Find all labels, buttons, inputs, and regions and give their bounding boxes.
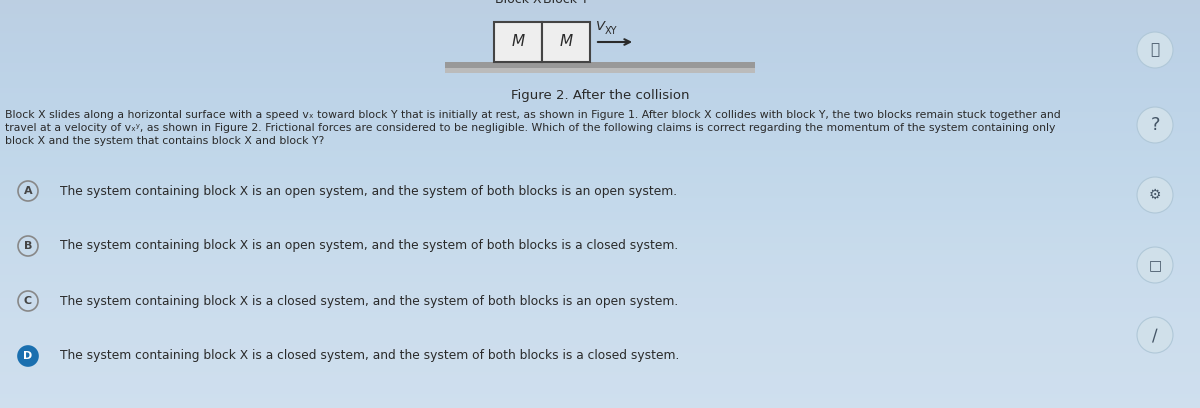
Bar (445, 67, 755, 73)
Text: ?: ? (1151, 116, 1159, 134)
Text: C: C (24, 296, 32, 306)
Text: The system containing block X is a closed system, and the system of both blocks : The system containing block X is a close… (60, 350, 679, 362)
Circle shape (1138, 177, 1174, 213)
Text: ⌕: ⌕ (1151, 42, 1159, 58)
Text: ⚙: ⚙ (1148, 188, 1162, 202)
Text: M: M (559, 35, 572, 49)
Circle shape (1138, 107, 1174, 143)
Text: ∕: ∕ (1152, 326, 1158, 344)
Text: Block X slides along a horizontal surface with a speed vₓ toward block Y that is: Block X slides along a horizontal surfac… (5, 110, 1061, 120)
Text: A: A (24, 186, 32, 196)
Circle shape (1138, 32, 1174, 68)
Text: V: V (596, 20, 605, 33)
Text: block X and the system that contains block X and block Y?: block X and the system that contains blo… (5, 136, 324, 146)
Text: □: □ (1148, 258, 1162, 272)
Text: Figure 2. After the collision: Figure 2. After the collision (511, 89, 689, 102)
Text: The system containing block X is an open system, and the system of both blocks i: The system containing block X is an open… (60, 239, 678, 253)
Circle shape (18, 346, 38, 366)
Circle shape (1138, 317, 1174, 353)
Text: The system containing block X is an open system, and the system of both blocks i: The system containing block X is an open… (60, 184, 677, 197)
Text: M: M (511, 35, 524, 49)
Text: The system containing block X is a closed system, and the system of both blocks : The system containing block X is a close… (60, 295, 678, 308)
Text: Block X: Block X (494, 0, 541, 6)
Text: XY: XY (605, 26, 618, 36)
Text: B: B (24, 241, 32, 251)
Bar (542, 22, 590, 62)
Text: D: D (23, 351, 32, 361)
Circle shape (1138, 247, 1174, 283)
Text: travel at a velocity of vₓʸ, as shown in Figure 2. Frictional forces are conside: travel at a velocity of vₓʸ, as shown in… (5, 123, 1055, 133)
Bar (494, 22, 542, 62)
Text: Block Y: Block Y (544, 0, 589, 6)
Bar (445, 62, 755, 73)
